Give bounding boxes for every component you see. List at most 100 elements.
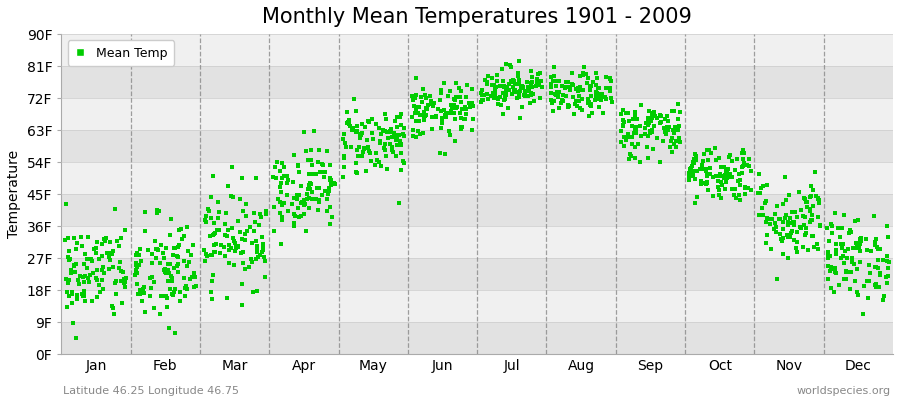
Point (230, 243, 245, 250)
Point (205, 232, 220, 238)
Point (738, 185, 752, 192)
Point (434, 125, 448, 132)
Point (660, 124, 674, 130)
Point (248, 256, 263, 262)
Point (448, 79, 463, 86)
Point (176, 233, 191, 239)
Point (590, 75, 604, 81)
Point (61, 257, 76, 264)
Point (591, 85, 606, 92)
Point (498, 96, 512, 102)
Point (336, 174, 350, 180)
Point (418, 113, 432, 119)
Point (862, 262, 877, 268)
Point (323, 220, 338, 227)
Point (803, 219, 817, 225)
Point (860, 278, 874, 284)
Point (754, 185, 769, 191)
Point (719, 176, 733, 182)
Point (728, 195, 742, 202)
Point (417, 112, 431, 119)
Point (129, 262, 143, 269)
Point (511, 58, 526, 64)
Point (763, 215, 778, 222)
Point (235, 302, 249, 308)
Point (410, 75, 424, 81)
Point (130, 270, 145, 276)
Point (212, 215, 226, 221)
Point (414, 94, 428, 100)
Point (502, 62, 517, 68)
Point (182, 259, 196, 266)
Point (475, 87, 490, 93)
Point (310, 185, 324, 191)
Point (670, 101, 685, 108)
Point (320, 208, 335, 214)
Point (634, 101, 648, 108)
Point (511, 77, 526, 83)
Point (880, 280, 895, 286)
Point (312, 199, 327, 205)
Point (238, 230, 253, 237)
Point (405, 93, 419, 99)
Point (480, 79, 494, 86)
Point (112, 265, 126, 271)
Point (166, 244, 181, 251)
Point (181, 248, 195, 254)
Point (533, 70, 547, 76)
Point (286, 220, 301, 226)
Point (882, 259, 896, 265)
Point (769, 229, 783, 236)
Point (361, 118, 375, 124)
Point (514, 84, 528, 90)
Point (307, 128, 321, 134)
Point (565, 69, 580, 76)
Point (149, 254, 164, 261)
Point (159, 304, 174, 310)
Point (658, 125, 672, 132)
Point (226, 194, 240, 201)
Point (293, 199, 308, 206)
Point (76, 261, 91, 267)
Point (322, 204, 337, 210)
Point (837, 212, 851, 218)
Point (75, 243, 89, 250)
Point (297, 211, 311, 218)
Point (255, 249, 269, 256)
Point (503, 64, 517, 70)
Point (603, 88, 617, 94)
Point (131, 291, 146, 297)
Point (106, 311, 121, 317)
Point (573, 73, 588, 80)
Point (572, 84, 587, 90)
Point (385, 144, 400, 150)
Point (130, 250, 144, 256)
Point (592, 94, 607, 100)
Point (485, 82, 500, 88)
Point (527, 97, 542, 104)
Point (643, 128, 657, 134)
Point (519, 78, 534, 85)
Point (488, 88, 502, 94)
Point (684, 163, 698, 170)
Point (821, 263, 835, 269)
Point (392, 114, 407, 120)
Point (842, 230, 856, 236)
Point (804, 217, 818, 224)
Point (640, 120, 654, 126)
Point (510, 81, 525, 87)
Point (700, 173, 715, 179)
Point (699, 147, 714, 153)
Point (238, 236, 252, 243)
Point (236, 248, 250, 255)
Point (102, 252, 116, 259)
Point (454, 126, 468, 132)
Point (790, 238, 805, 245)
Point (311, 197, 326, 204)
Point (547, 64, 562, 70)
Point (477, 92, 491, 99)
Point (794, 207, 808, 214)
Point (731, 178, 745, 185)
Point (838, 248, 852, 254)
Point (297, 202, 311, 208)
